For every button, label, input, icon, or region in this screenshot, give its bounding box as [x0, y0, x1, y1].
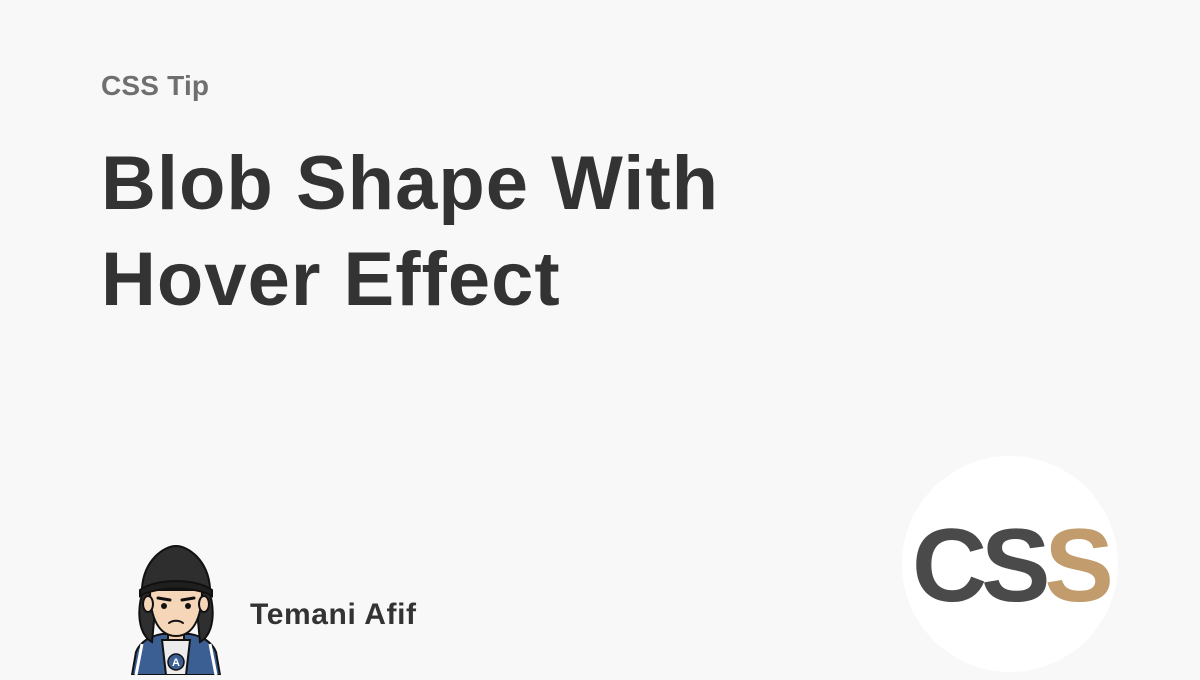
kicker-label: CSS Tip	[101, 70, 210, 101]
page-title: Blob Shape With Hover Effect	[101, 136, 861, 328]
author-block: A Temani Afif	[126, 540, 486, 676]
avatar: A	[126, 540, 226, 676]
logo-text-s: S	[1044, 508, 1110, 624]
svg-text:CSS: CSS	[912, 508, 1110, 624]
avatar-badge-letter: A	[172, 657, 180, 669]
page-title-line-1: Blob Shape With	[101, 141, 720, 226]
page-title-line-2: Hover Effect	[101, 237, 561, 322]
avatar-illustration: A	[130, 544, 222, 676]
css-logo-icon: CSS	[912, 508, 1116, 624]
author-name: Temani Afif	[250, 598, 417, 631]
logo-text-cs: CS	[912, 508, 1047, 624]
css-logo-circle: CSS	[902, 456, 1118, 672]
